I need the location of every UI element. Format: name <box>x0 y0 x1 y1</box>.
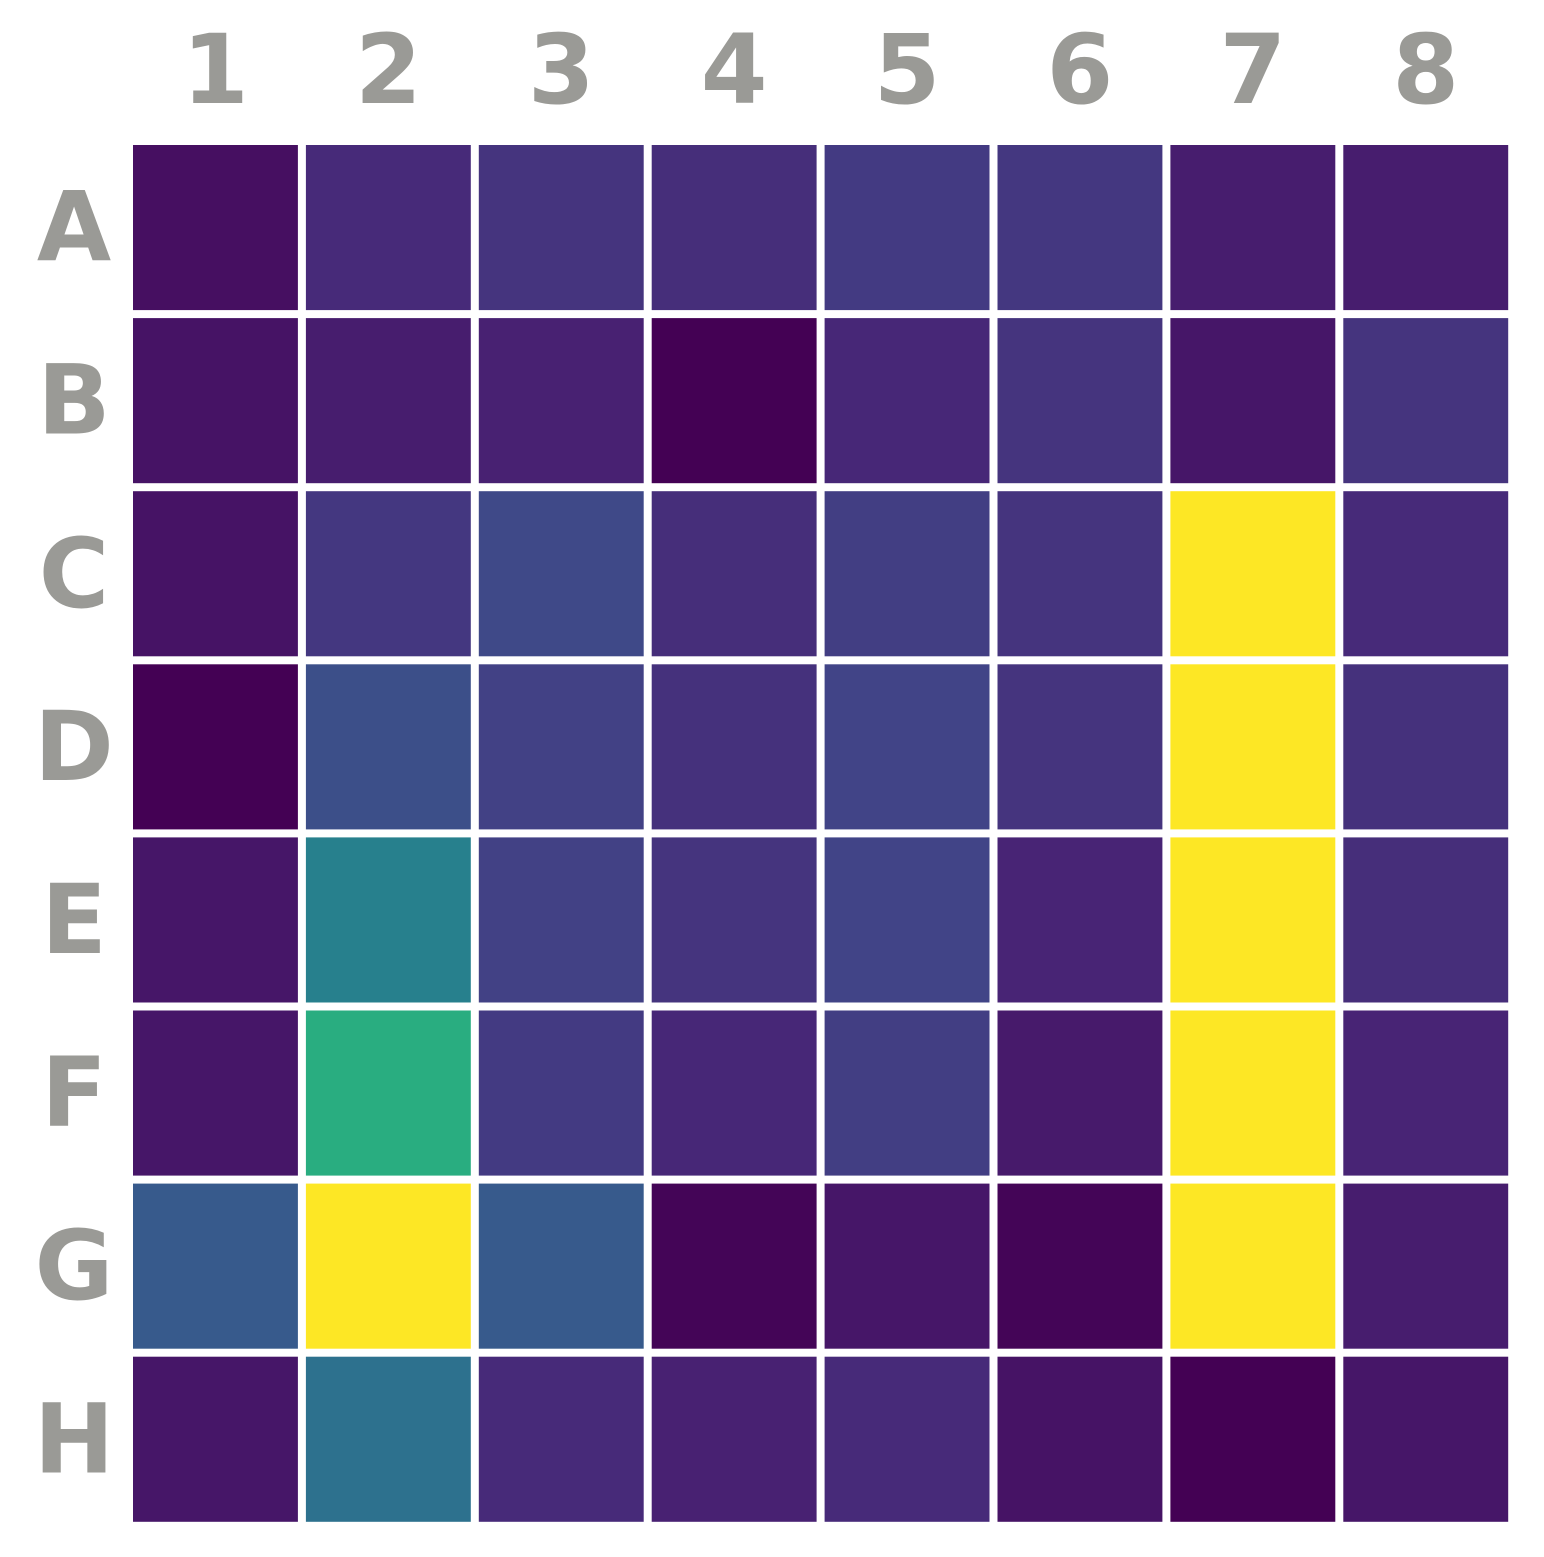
heatmap-cell <box>1343 837 1509 1003</box>
heatmap-cell <box>1343 318 1509 484</box>
heatmap-cell <box>997 491 1163 657</box>
column-label: 6 <box>1047 14 1114 126</box>
heatmap-cell <box>997 1010 1163 1176</box>
heatmap-cell <box>824 318 990 484</box>
heatmap-cell <box>133 145 298 311</box>
heatmap-cell <box>478 664 644 830</box>
heatmap-cell <box>651 1010 817 1176</box>
heatmap-cell <box>1343 1356 1509 1522</box>
heatmap-cell <box>305 491 471 657</box>
heatmap-cell <box>133 837 298 1003</box>
heatmap-cell <box>1170 837 1336 1003</box>
heatmap-cell <box>997 1356 1163 1522</box>
heatmap-cell <box>1343 664 1509 830</box>
heatmap-cell <box>305 318 471 484</box>
row-label: E <box>41 864 107 976</box>
heatmap-cell <box>824 664 990 830</box>
heatmap-cell <box>478 1183 644 1349</box>
heatmap-cell <box>133 1356 298 1522</box>
heatmap-cell <box>305 1183 471 1349</box>
heatmap-cell <box>133 664 298 830</box>
row-label: D <box>34 691 114 803</box>
heatmap-cell <box>133 1183 298 1349</box>
column-label: 2 <box>355 14 422 126</box>
heatmap-cell <box>1170 318 1336 484</box>
heatmap-cell <box>651 318 817 484</box>
heatmap-cell <box>1170 664 1336 830</box>
heatmap-cell <box>1343 491 1509 657</box>
heatmap-cell <box>305 1356 471 1522</box>
heatmap-cell <box>305 1010 471 1176</box>
heatmap-cell <box>133 491 298 657</box>
heatmap-cell <box>824 1356 990 1522</box>
heatmap-cell <box>478 318 644 484</box>
heatmap-cell <box>305 664 471 830</box>
heatmap-cell <box>133 318 298 484</box>
row-label: G <box>35 1210 114 1322</box>
heatmap-cell <box>478 491 644 657</box>
heatmap-cell <box>1343 1183 1509 1349</box>
row-label: A <box>37 172 111 284</box>
row-label: F <box>41 1037 107 1149</box>
heatmap-cell <box>997 318 1163 484</box>
column-label: 7 <box>1219 14 1286 126</box>
heatmap-cell <box>824 1183 990 1349</box>
row-label: B <box>37 345 110 457</box>
heatmap-cell <box>133 1010 298 1176</box>
column-label: 3 <box>528 14 595 126</box>
heatmap-cell <box>1170 1010 1336 1176</box>
column-label: 1 <box>182 14 249 126</box>
heatmap-cell <box>997 1183 1163 1349</box>
heatmap-cell <box>478 145 644 311</box>
heatmap-cell <box>1170 1183 1336 1349</box>
heatmap-cell <box>651 491 817 657</box>
heatmap-cell <box>305 145 471 311</box>
heatmap-cell <box>651 145 817 311</box>
heatmap-cell <box>1170 145 1336 311</box>
heatmap-cell <box>1343 145 1509 311</box>
heatmap-cell <box>824 1010 990 1176</box>
heatmap-cell <box>478 1010 644 1176</box>
column-label: 8 <box>1392 14 1459 126</box>
heatmap-cell <box>651 1183 817 1349</box>
heatmap-cell <box>1170 1356 1336 1522</box>
heatmap-cell <box>1343 1010 1509 1176</box>
heatmap-cell <box>305 837 471 1003</box>
heatmap-cell <box>478 1356 644 1522</box>
heatmap-cell <box>824 145 990 311</box>
heatmap-cell <box>478 837 644 1003</box>
heatmap-cell <box>651 1356 817 1522</box>
heatmap-cell <box>997 145 1163 311</box>
heatmap-cell <box>997 837 1163 1003</box>
heatmap-cell <box>651 837 817 1003</box>
heatmap-cell <box>824 837 990 1003</box>
column-label: 4 <box>701 14 768 126</box>
row-label: C <box>39 518 109 630</box>
heatmap-cell <box>1170 491 1336 657</box>
heatmap-cell <box>997 664 1163 830</box>
heatmap-cell <box>651 664 817 830</box>
row-label: H <box>34 1383 114 1495</box>
column-label: 5 <box>874 14 941 126</box>
heatmap-cell <box>824 491 990 657</box>
